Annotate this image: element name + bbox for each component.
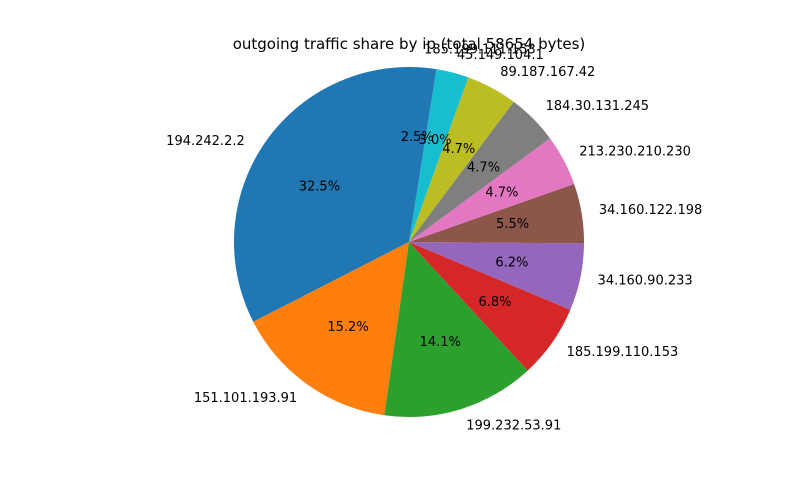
slice-label: 199.232.53.91 xyxy=(466,418,561,433)
slice-percent-label: 4.7% xyxy=(485,185,518,200)
slice-label: 185.199.110.153 xyxy=(567,345,679,360)
chart-title: outgoing traffic share by ip (total 5865… xyxy=(233,35,586,53)
pie-slice xyxy=(253,242,409,416)
pie-slice xyxy=(234,67,409,322)
pie-slice xyxy=(409,101,551,242)
pie-slice xyxy=(409,67,437,242)
pie-slice xyxy=(409,138,575,242)
pie-slice xyxy=(409,69,469,242)
slice-percent-label: 14.1% xyxy=(420,335,461,350)
slice-label: 213.230.210.230 xyxy=(579,145,691,160)
slice-label: 184.30.131.245 xyxy=(546,99,649,114)
slice-percent-label: 6.8% xyxy=(478,295,511,310)
pie-slices xyxy=(234,67,584,418)
pie-slice xyxy=(409,77,514,242)
slice-percent-label: 5.5% xyxy=(496,217,529,232)
slice-label: 89.187.167.42 xyxy=(500,65,595,80)
slice-percent-label: 4.7% xyxy=(467,161,500,176)
slice-labels: 194.242.2.2 32.5% 151.101.193.91 15.2% 199.2… xyxy=(166,43,702,434)
slice-percent-label: 15.2% xyxy=(327,320,368,335)
slice-label: 45.149.104.1 xyxy=(457,48,544,63)
pie-slice xyxy=(409,242,584,310)
slice-percent-label: 2.5% xyxy=(401,130,434,145)
slice-percent-label: 32.5% xyxy=(299,180,340,195)
slice-label: 151.101.193.91 xyxy=(194,391,297,406)
pie-slice xyxy=(409,183,584,244)
pie-slice xyxy=(384,242,528,418)
pie-slice xyxy=(409,242,571,371)
slice-label: 34.160.122.198 xyxy=(599,203,702,218)
slice-percent-label: 3.0% xyxy=(419,133,452,148)
slice-percent-label: 6.2% xyxy=(495,256,528,271)
slice-label: 185.199.111.153 xyxy=(424,43,536,58)
slice-label: 194.242.2.2 xyxy=(166,134,245,149)
slice-percent-label: 4.7% xyxy=(442,142,475,157)
slice-label: 34.160.90.233 xyxy=(598,273,693,288)
